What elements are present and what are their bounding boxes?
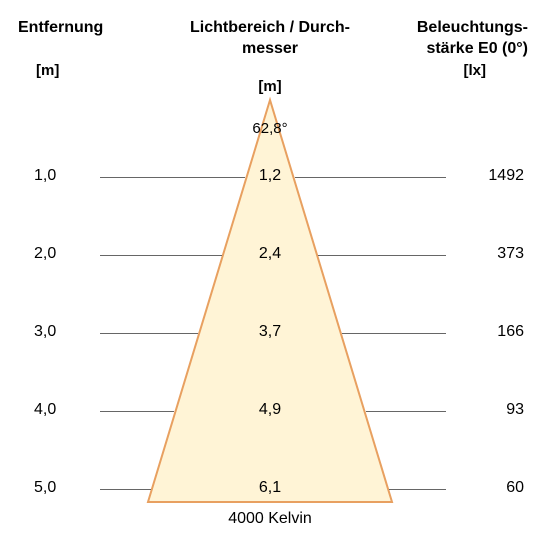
table-row: 5,0 6,1 60: [0, 479, 540, 499]
diameter-value: 1,2: [240, 167, 300, 185]
tick-left: [100, 489, 151, 490]
tick-left: [100, 255, 222, 256]
diameter-value: 6,1: [240, 479, 300, 497]
header-illuminance: Beleuchtungs- stärke E0 (0°): [378, 18, 528, 60]
illuminance-value: 373: [497, 245, 524, 263]
illuminance-value: 93: [506, 401, 524, 419]
tick-right: [342, 333, 446, 334]
illuminance-value: 166: [497, 323, 524, 341]
header-diameter: Lichtbereich / Durch- messer: [175, 18, 365, 60]
unit-diameter: [m]: [250, 78, 290, 95]
unit-distance: [m]: [36, 62, 59, 79]
illuminance-value: 1492: [488, 167, 524, 185]
tick-left: [100, 177, 245, 178]
tick-left: [100, 411, 174, 412]
footer-kelvin: 4000 Kelvin: [210, 510, 330, 528]
unit-illuminance: [lx]: [464, 62, 487, 79]
tick-right: [389, 489, 446, 490]
header-diameter-l2: messer: [242, 40, 298, 57]
diameter-value: 3,7: [240, 323, 300, 341]
header-illuminance-l2: stärke E0 (0°): [426, 40, 528, 57]
beam-angle: 62,8°: [240, 120, 300, 137]
table-row: 1,0 1,2 1492: [0, 167, 540, 187]
illuminance-value: 60: [506, 479, 524, 497]
distance-value: 3,0: [34, 323, 56, 341]
diameter-value: 2,4: [240, 245, 300, 263]
header-illuminance-l1: Beleuchtungs-: [417, 19, 528, 36]
distance-value: 2,0: [34, 245, 56, 263]
table-row: 2,0 2,4 373: [0, 245, 540, 265]
distance-value: 5,0: [34, 479, 56, 497]
header-diameter-l1: Lichtbereich / Durch-: [190, 19, 350, 36]
table-row: 4,0 4,9 93: [0, 401, 540, 421]
distance-value: 4,0: [34, 401, 56, 419]
diameter-value: 4,9: [240, 401, 300, 419]
table-row: 3,0 3,7 166: [0, 323, 540, 343]
distance-value: 1,0: [34, 167, 56, 185]
tick-left: [100, 333, 198, 334]
tick-right: [366, 411, 446, 412]
tick-right: [318, 255, 446, 256]
tick-right: [295, 177, 446, 178]
header-distance: Entfernung: [18, 18, 138, 39]
